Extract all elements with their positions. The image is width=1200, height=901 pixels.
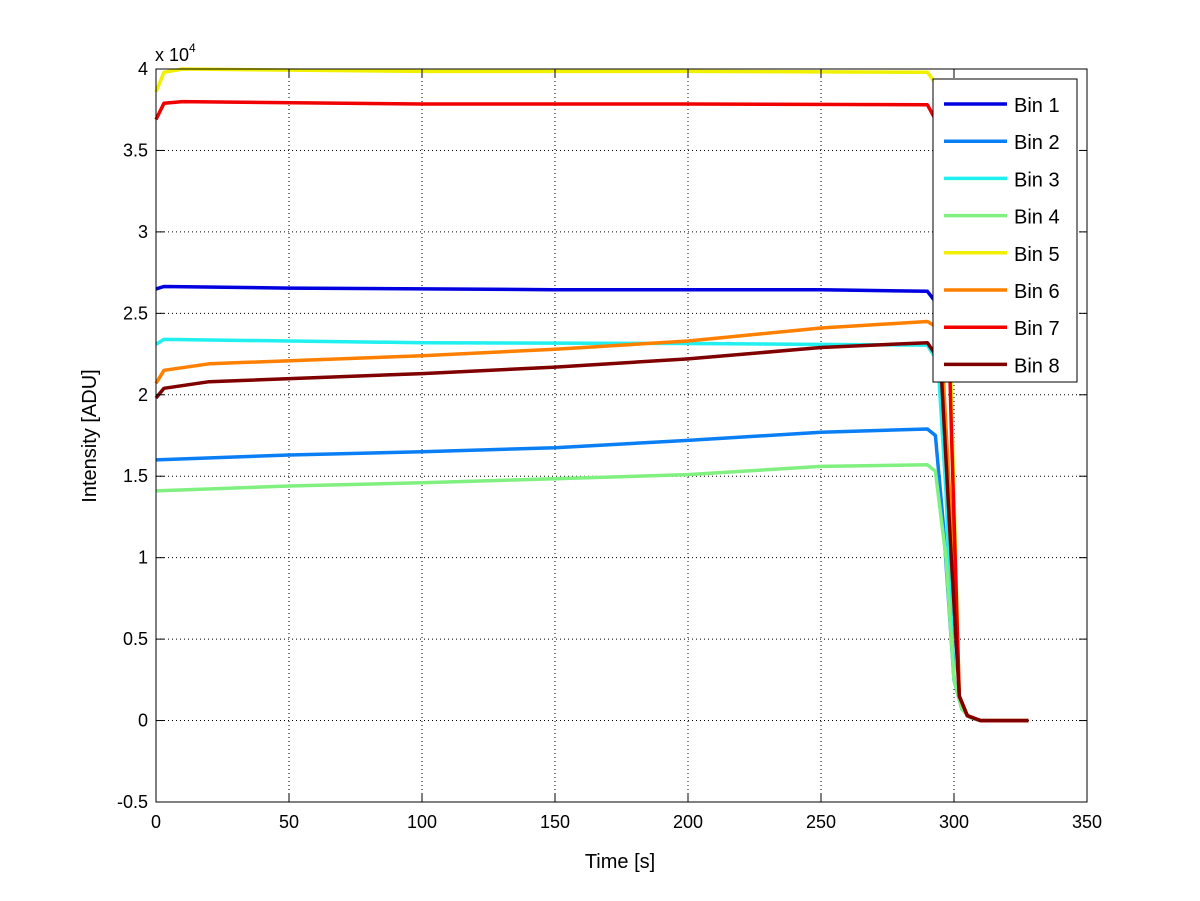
plot-area-border — [155, 68, 1088, 803]
series-line-bin-3 — [155, 337, 1029, 723]
series-line-bin-6 — [154, 319, 1029, 723]
y-tick-label: 1 — [138, 548, 148, 568]
x-tick-label: 200 — [673, 812, 703, 832]
axis-ticks: 0 50 100 150 200 250 300 350-0.500.511.522.533.… — [117, 59, 1102, 832]
y-tick-label: -0.5 — [117, 792, 148, 812]
x-tick-label: 100 — [407, 812, 437, 832]
legend-label-bin-8: Bin 8 — [1014, 355, 1060, 377]
legend-label-bin-4: Bin 4 — [1014, 207, 1060, 229]
y-tick-label: 2 — [138, 385, 148, 405]
x-axis-label: Time [s] — [585, 851, 655, 873]
legend-label-bin-7: Bin 7 — [1014, 318, 1060, 340]
legend: Bin 1 Bin 2 Bin 3 Bin 4 Bin 5 Bin 6 Bin 7 Bin 8 — [932, 78, 1078, 383]
y-tick-label: 3 — [138, 222, 148, 242]
legend-label-bin-2: Bin 2 — [1014, 132, 1060, 154]
x-tick-label: 150 — [540, 812, 570, 832]
x-tick-label: 250 — [806, 812, 836, 832]
y-tick-label: 2.5 — [123, 303, 148, 323]
y-tick-label: 4 — [138, 59, 148, 79]
legend-label-bin-3: Bin 3 — [1014, 169, 1060, 191]
y-tick-label: 1.5 — [123, 466, 148, 486]
series-line-bin-2 — [155, 427, 1029, 723]
legend-label-bin-1: Bin 1 — [1014, 95, 1060, 117]
y-exponent-label: x 104 — [155, 41, 196, 65]
y-tick-label: 3.5 — [123, 140, 148, 160]
x-tick-label: 300 — [939, 812, 969, 832]
y-axis-label: Intensity [ADU] — [79, 369, 101, 502]
y-tick-label: 0.5 — [123, 629, 148, 649]
series-line-bin-4 — [155, 463, 1029, 723]
series-line-bin-8 — [154, 340, 1029, 723]
legend-label-bin-5: Bin 5 — [1014, 244, 1060, 266]
series-line-bin-7 — [154, 99, 1029, 723]
x-tick-label: 350 — [1072, 812, 1102, 832]
y-tick-label: 0 — [138, 711, 148, 731]
legend-box — [932, 78, 1078, 383]
series-line-bin-1 — [155, 284, 1029, 723]
x-tick-label: 50 — [279, 812, 299, 832]
x-tick-label: 0 — [151, 812, 161, 832]
legend-label-bin-6: Bin 6 — [1014, 281, 1060, 303]
